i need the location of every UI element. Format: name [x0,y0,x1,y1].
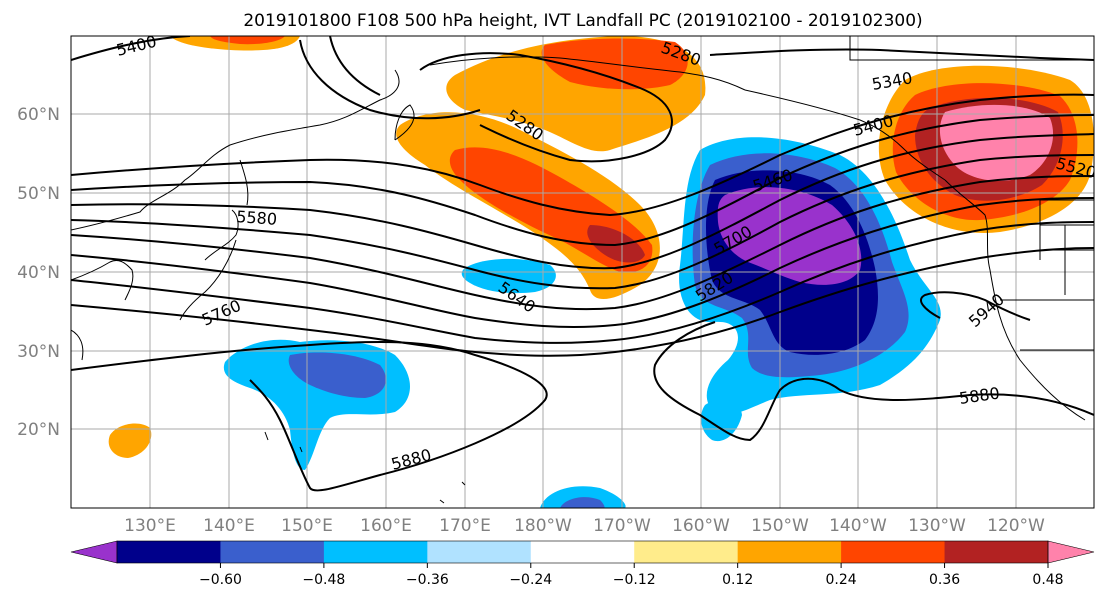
lat-label-20n: 20°N [17,420,60,440]
colorbar-tick-label: −0.36 [406,572,449,588]
colorbar-segment [530,541,635,563]
lon-label-170e: 170°E [439,516,491,536]
colorbar-segments [70,540,1095,564]
colorbar-tick-label: 0.12 [722,572,753,588]
colorbar-segment [634,541,739,563]
colorbar-segment [323,541,428,563]
lon-label-140e: 140°E [203,516,255,536]
colorbar-segment [737,541,842,563]
colorbar-tick-label: −0.48 [302,572,345,588]
colorbar-segment [841,541,946,563]
colorbar-frame [116,540,1049,564]
colorbar-tick-label: −0.60 [199,572,242,588]
colorbar-segment [427,541,532,563]
colorbar-tick-label: 0.48 [1032,572,1063,588]
colorbar-segment [944,541,1049,563]
colorbar-ticks: −0.60 −0.48 −0.36 −0.24 −0.12 0.12 0.24 0.36 0.4… [199,563,1064,588]
colorbar-extend-left [70,540,118,564]
lon-label-150e: 150°E [281,516,333,536]
lat-label-60n: 60°N [17,105,60,125]
coastlines [71,36,1094,504]
colorbar-tick-label: −0.12 [613,572,656,588]
height-contours [71,36,1094,492]
lon-label-120w: 120°W [987,516,1045,536]
lon-label-170w: 170°W [593,516,651,536]
colorbar-tick-label: 0.24 [826,572,857,588]
latitude-labels: 60°N 50°N 40°N 30°N 20°N [17,105,60,440]
lat-label-50n: 50°N [17,184,60,204]
colorbar: −0.60 −0.48 −0.36 −0.24 −0.12 0.12 0.24 0.36 0.4… [70,540,1095,588]
colorbar-tick-label: 0.36 [929,572,960,588]
lon-label-130w: 130°W [908,516,966,536]
map-frame [70,35,1095,509]
colorbar-segment [117,541,221,563]
colorbar-tick-label: −0.24 [509,572,552,588]
longitude-labels: 130°E 140°E 150°E 160°E 170°E 180°W 170°… [124,516,1045,536]
lon-label-160e: 160°E [360,516,412,536]
lon-label-150w: 150°W [751,516,809,536]
lon-label-130e: 130°E [124,516,176,536]
map-panel: 5400 5280 5340 5400 5520 5280 5460 5580 … [71,36,1094,508]
lon-label-180w: 180°W [514,516,572,536]
lat-label-40n: 40°N [17,263,60,283]
lon-label-140w: 140°W [829,516,887,536]
figure-title: 2019101800 F108 500 hPa height, IVT Land… [243,11,922,31]
lat-label-30n: 30°N [17,342,60,362]
colorbar-segment [220,541,325,563]
colorbar-extend-right [1047,540,1095,564]
contour-label-5580: 5580 [236,207,278,229]
lon-label-160w: 160°W [672,516,730,536]
